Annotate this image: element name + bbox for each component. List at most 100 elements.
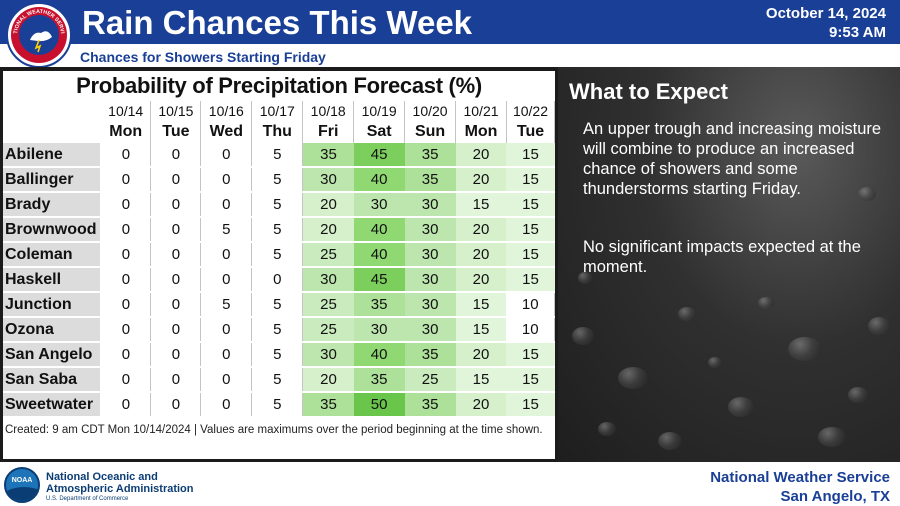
pop-value: 0 <box>150 317 202 343</box>
day-header: Sun <box>404 121 457 143</box>
pop-value: 30 <box>353 192 405 218</box>
pop-value: 40 <box>353 217 405 243</box>
table-row: Abilene 0 0 0 5 35 45 35 20 15 <box>3 143 555 168</box>
city-name: Haskell <box>3 267 102 293</box>
pop-value: 30 <box>353 317 405 343</box>
pop-value: 15 <box>506 392 555 418</box>
what-to-expect-panel: What to Expect An upper trough and incre… <box>558 67 900 462</box>
city-name: Ozona <box>3 317 102 343</box>
day-header: Sat <box>353 121 406 143</box>
date-header: 10/14 <box>100 101 152 121</box>
pop-value: 0 <box>100 143 152 168</box>
issue-datetime: October 14, 2024 9:53 AM <box>766 4 886 42</box>
header-band <box>0 0 900 44</box>
pop-value: 45 <box>353 267 405 293</box>
pop-value: 0 <box>200 392 253 418</box>
pop-value: 20 <box>455 143 507 168</box>
pop-value: 5 <box>251 217 304 243</box>
day-header: Thu <box>251 121 304 143</box>
pop-value: 15 <box>506 367 555 393</box>
pop-value: 15 <box>506 267 555 293</box>
pop-value: 0 <box>150 342 202 368</box>
pop-value: 25 <box>302 317 354 343</box>
noaa-logo: NOAA <box>4 467 40 503</box>
expect-heading: What to Expect <box>569 79 728 104</box>
pop-table-body: Abilene 0 0 0 5 35 45 35 20 15 Ballinger 0 0 0 5 30 40 35… <box>3 143 556 418</box>
city-name: Brownwood <box>3 217 102 243</box>
pop-value: 0 <box>150 292 202 318</box>
pop-value: 20 <box>455 267 507 293</box>
pop-value: 20 <box>302 192 354 218</box>
date-header: 10/21 <box>455 101 507 121</box>
pop-value: 30 <box>404 242 456 268</box>
pop-value: 5 <box>200 292 253 318</box>
pop-value: 5 <box>251 192 304 218</box>
pop-value: 0 <box>150 192 202 218</box>
pop-value: 45 <box>353 143 405 168</box>
pop-value: 5 <box>251 167 304 193</box>
pop-value: 5 <box>251 392 304 418</box>
pop-value: 40 <box>353 342 405 368</box>
day-header: Tue <box>150 121 202 143</box>
day-header: Tue <box>506 121 556 143</box>
corner-cell <box>3 121 101 143</box>
pop-value: 0 <box>150 143 202 168</box>
pop-value: 20 <box>302 217 354 243</box>
pop-value: 40 <box>353 242 405 268</box>
pop-value: 30 <box>404 192 456 218</box>
table-row: Coleman 0 0 0 5 25 40 30 20 15 <box>3 242 555 268</box>
corner-cell <box>3 101 101 121</box>
date-header: 10/16 <box>200 101 253 121</box>
pop-value: 5 <box>251 292 304 318</box>
table-row: Sweetwater 0 0 0 5 35 50 35 20 15 <box>3 392 555 418</box>
day-header: Wed <box>200 121 253 143</box>
city-name: Brady <box>3 192 102 218</box>
pop-value: 0 <box>150 217 202 243</box>
header: Rain Chances This Week Chances for Showe… <box>0 0 900 68</box>
noaa-name-line2: Atmospheric Administration <box>46 483 194 495</box>
pop-value: 0 <box>100 217 152 243</box>
pop-table: 10/14 10/15 10/16 10/17 10/18 10/19 10/20 10/21… <box>3 101 556 418</box>
pop-value: 0 <box>100 242 152 268</box>
pop-value: 20 <box>302 367 354 393</box>
pop-value: 5 <box>251 317 304 343</box>
pop-value: 15 <box>455 317 507 343</box>
pop-value: 20 <box>455 242 507 268</box>
pop-value: 15 <box>506 242 555 268</box>
pop-value: 0 <box>200 342 253 368</box>
pop-value: 0 <box>150 242 202 268</box>
pop-value: 5 <box>251 342 304 368</box>
page-title: Rain Chances This Week <box>82 4 473 41</box>
pop-value: 30 <box>404 267 456 293</box>
pop-value: 15 <box>455 367 507 393</box>
pop-value: 10 <box>506 317 556 343</box>
city-name: Coleman <box>3 242 102 268</box>
noaa-name: National Oceanic and Atmospheric Adminis… <box>46 471 194 495</box>
pop-value: 0 <box>150 167 202 193</box>
table-row: Junction 0 0 5 5 25 35 30 15 10 <box>3 292 556 318</box>
city-name: Abilene <box>3 143 102 168</box>
pop-value: 0 <box>100 392 152 418</box>
pop-value: 30 <box>404 292 456 318</box>
date-header: 10/15 <box>150 101 202 121</box>
table-row: Ballinger 0 0 0 5 30 40 35 20 15 <box>3 167 555 193</box>
pop-value: 50 <box>353 392 405 418</box>
pop-value: 5 <box>251 367 304 393</box>
city-name: Sweetwater <box>3 392 102 418</box>
date-header-row: 10/14 10/15 10/16 10/17 10/18 10/19 10/20 10/21… <box>3 101 556 121</box>
pop-value: 5 <box>200 217 253 243</box>
pop-value: 0 <box>100 342 152 368</box>
pop-value: 20 <box>455 342 507 368</box>
issue-date: October 14, 2024 <box>765 5 886 22</box>
page-subtitle: Chances for Showers Starting Friday <box>80 49 326 65</box>
pop-value: 20 <box>455 392 507 418</box>
pop-value: 30 <box>404 317 456 343</box>
table-row: Ozona 0 0 0 5 25 30 30 15 10 <box>3 317 556 343</box>
pop-value: 0 <box>100 317 152 343</box>
pop-value: 0 <box>200 267 253 293</box>
pop-value: 0 <box>150 367 202 393</box>
chart-footnote: Created: 9 am CDT Mon 10/14/2024 | Value… <box>5 424 543 436</box>
pop-value: 15 <box>506 143 555 168</box>
pop-value: 0 <box>200 317 253 343</box>
pop-value: 35 <box>404 392 456 418</box>
